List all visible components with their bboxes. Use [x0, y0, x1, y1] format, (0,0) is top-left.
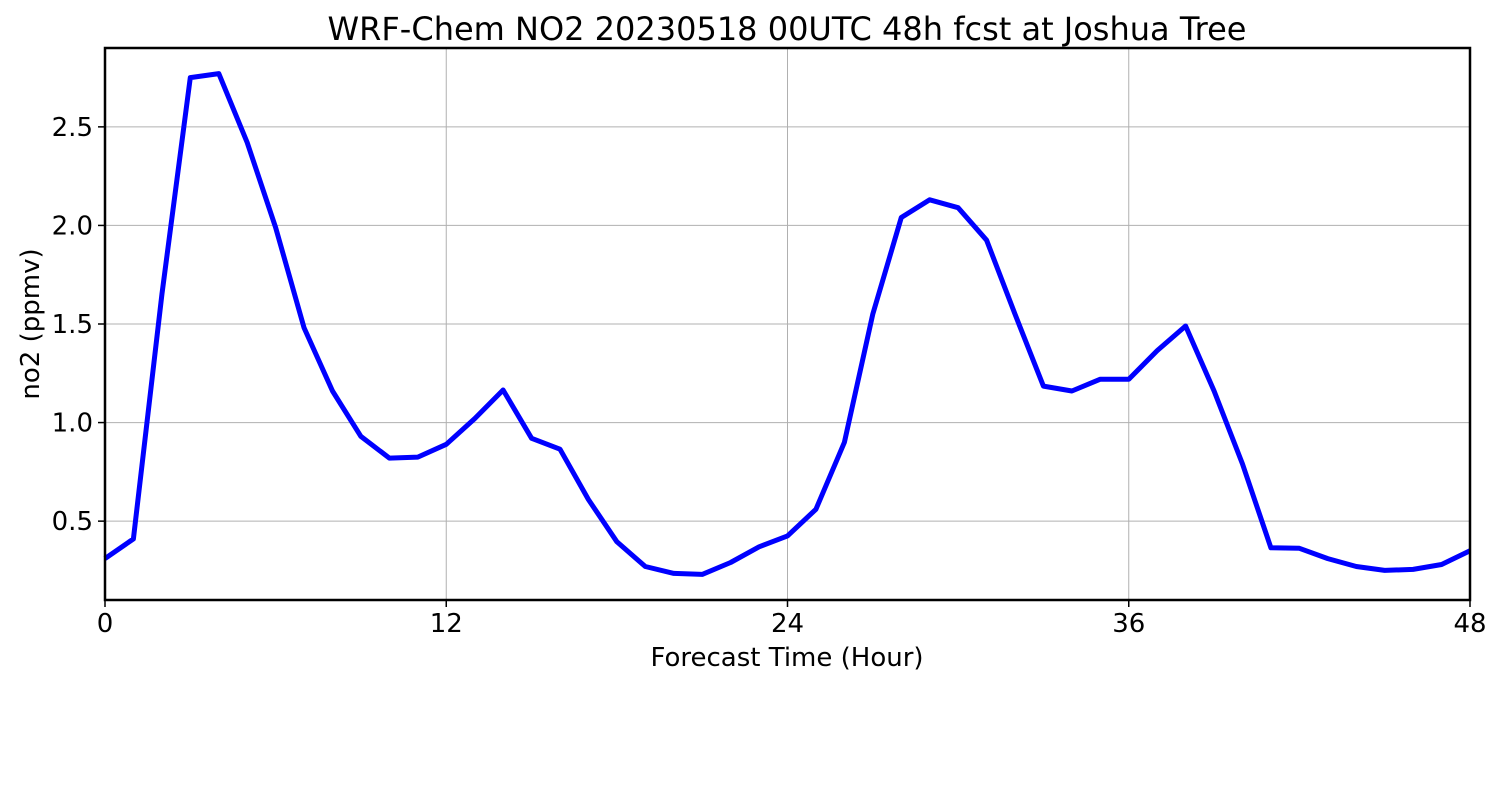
y-axis-label: no2 (ppmv)	[16, 248, 46, 399]
chart-title: WRF-Chem NO2 20230518 00UTC 48h fcst at …	[328, 10, 1247, 48]
x-tick-label: 0	[97, 609, 114, 639]
y-tick-label: 1.0	[52, 409, 93, 439]
ticks: 0 12 24 36 48 0.5 1.0 1.5 2.0 2.5	[52, 113, 1487, 639]
no2-series-line	[103, 71, 1472, 577]
y-tick-label: 2.5	[52, 113, 93, 143]
x-axis-label: Forecast Time (Hour)	[650, 643, 923, 673]
series-layer	[103, 71, 1472, 577]
x-tick-label: 48	[1453, 609, 1486, 639]
x-tick-label: 36	[1112, 609, 1145, 639]
x-tick-label: 12	[430, 609, 463, 639]
y-tick-label: 2.0	[52, 211, 93, 241]
x-tick-label: 24	[771, 609, 804, 639]
y-tick-label: 0.5	[52, 507, 93, 537]
y-tick-label: 1.5	[52, 310, 93, 340]
grid	[104, 48, 1471, 600]
